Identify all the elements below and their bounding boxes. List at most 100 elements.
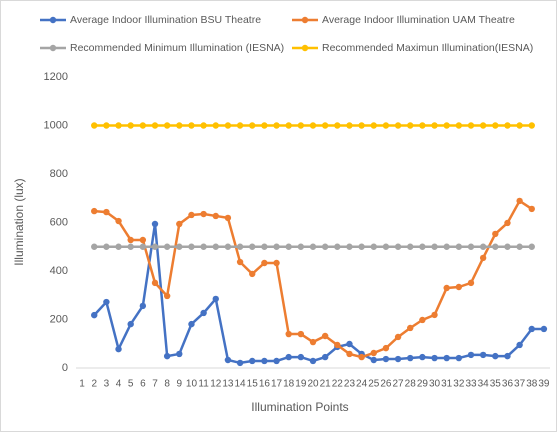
x-tick-label: 28: [405, 379, 417, 390]
point: [346, 243, 353, 250]
y-tick-label: 800: [50, 168, 68, 180]
x-tick-label: 36: [502, 379, 514, 390]
point: [212, 122, 219, 129]
point: [139, 236, 147, 244]
legend-marker: [301, 16, 309, 24]
x-tick-label: 9: [177, 379, 183, 390]
x-tick-label: 18: [283, 379, 295, 390]
y-axis-title: Illumination (lux): [12, 178, 26, 265]
point: [188, 211, 195, 219]
y-tick-label: 0: [62, 362, 68, 374]
point: [103, 122, 110, 129]
x-tick-label: 11: [198, 379, 209, 390]
x-tick-label: 33: [465, 379, 477, 390]
point: [273, 122, 280, 129]
point: [309, 357, 317, 365]
point: [261, 259, 268, 267]
point: [212, 212, 219, 220]
point: [370, 243, 377, 250]
point: [504, 243, 511, 250]
point: [91, 207, 98, 215]
point: [419, 243, 426, 250]
point: [346, 122, 353, 129]
point: [455, 243, 463, 250]
x-tick-label: 25: [368, 379, 380, 390]
point: [273, 357, 280, 365]
point: [91, 311, 98, 319]
point: [394, 243, 402, 250]
x-tick-label: 34: [478, 379, 490, 390]
x-tick-label: 26: [380, 379, 392, 390]
point: [249, 122, 256, 129]
point: [467, 243, 475, 250]
point: [309, 122, 317, 129]
point: [334, 122, 341, 129]
point: [431, 311, 438, 319]
point: [467, 279, 475, 287]
point: [212, 243, 219, 250]
x-tick-label: 15: [247, 379, 259, 390]
point: [419, 122, 426, 129]
point: [370, 122, 377, 129]
x-tick-label: 20: [307, 379, 319, 390]
point: [455, 354, 463, 362]
point: [151, 122, 159, 129]
point: [334, 243, 341, 250]
point: [176, 122, 183, 129]
x-tick-label: 23: [344, 379, 356, 390]
point: [321, 332, 329, 340]
point: [91, 122, 98, 129]
x-tick-label: 17: [271, 379, 283, 390]
point: [115, 243, 122, 250]
point: [407, 243, 414, 250]
point: [200, 210, 207, 218]
x-tick-label: 22: [332, 379, 344, 390]
point: [334, 341, 341, 349]
x-tick-label: 10: [186, 379, 198, 390]
point: [492, 230, 499, 238]
point: [528, 205, 535, 213]
point: [297, 353, 305, 361]
point: [382, 243, 390, 250]
x-tick-label: 3: [104, 379, 110, 390]
legend-marker: [49, 16, 57, 24]
point: [431, 122, 438, 129]
point: [236, 122, 244, 129]
point: [504, 352, 511, 360]
point: [176, 220, 183, 228]
point: [382, 355, 390, 363]
point: [321, 122, 329, 129]
point: [115, 217, 122, 225]
x-tick-label: 1: [79, 379, 85, 390]
y-tick-label: 600: [50, 216, 68, 228]
x-tick-label: 32: [453, 379, 465, 390]
point: [479, 243, 487, 250]
point: [188, 122, 195, 129]
y-tick-label: 1200: [44, 71, 68, 83]
x-axis-title: Illumination Points: [251, 400, 348, 414]
point: [492, 122, 499, 129]
point: [127, 236, 134, 244]
point: [382, 344, 390, 352]
x-tick-label: 24: [356, 379, 368, 390]
legend-label: Recommended Maximun Illumination(IESNA): [322, 42, 533, 54]
point: [479, 254, 487, 262]
point: [407, 354, 414, 362]
point: [200, 309, 207, 317]
point: [249, 357, 256, 365]
point: [261, 357, 268, 365]
point: [346, 350, 353, 358]
point: [407, 122, 414, 129]
x-tick-label: 27: [393, 379, 405, 390]
point: [115, 345, 122, 353]
x-tick-label: 7: [152, 379, 158, 390]
point: [249, 243, 256, 250]
point: [261, 122, 268, 129]
point: [358, 243, 365, 250]
point: [151, 279, 159, 287]
legend-marker: [49, 44, 57, 52]
point: [261, 243, 268, 250]
point: [492, 243, 499, 250]
